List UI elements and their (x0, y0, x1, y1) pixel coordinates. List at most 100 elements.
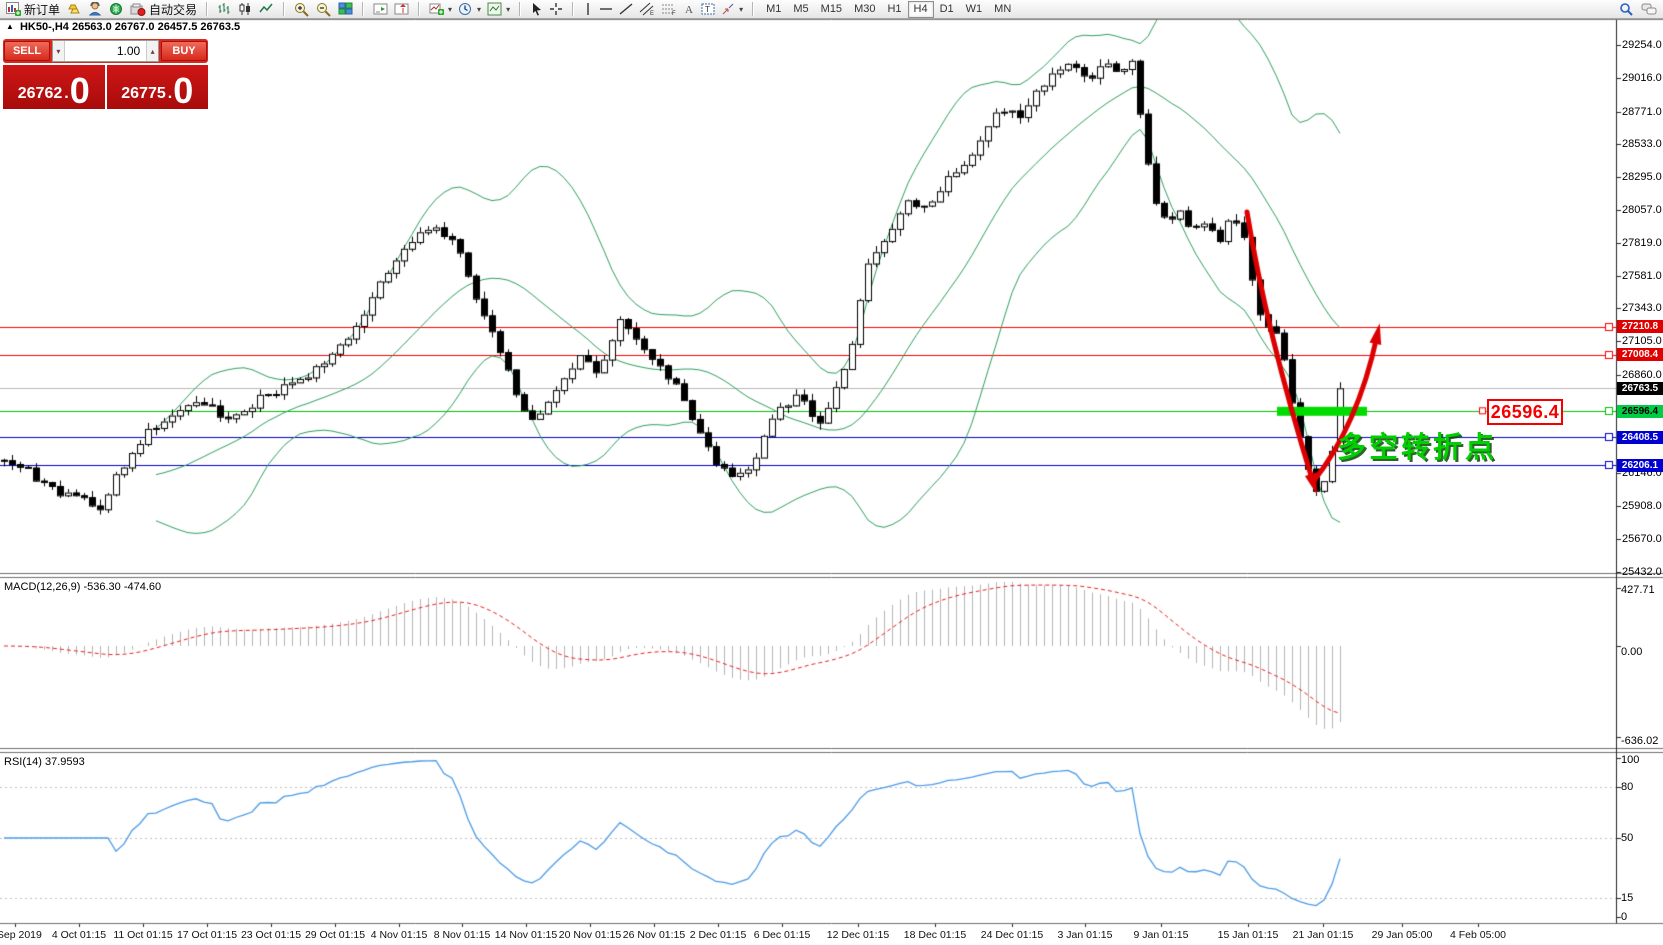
toolbar-separator (519, 2, 522, 16)
new-order-icon (6, 2, 21, 16)
timeframe-h1[interactable]: H1 (887, 2, 902, 15)
candlestick-chart-button[interactable] (235, 1, 256, 17)
line-chart-icon (259, 3, 273, 13)
rsi-axis-label: 80 (1621, 781, 1634, 793)
price-axis-tick: 25670.0 (1622, 532, 1662, 545)
template-icon (487, 2, 502, 16)
timeframe-mn[interactable]: MN (994, 2, 1012, 15)
zoom-in-button[interactable] (291, 1, 313, 17)
timeframe-w1[interactable]: W1 (965, 2, 983, 15)
timeframe-d1[interactable]: D1 (939, 2, 954, 15)
time-axis-label: 12 Dec 01:15 (826, 929, 890, 941)
fibonacci-button[interactable]: F (658, 1, 680, 17)
period-button[interactable]: ▾ (455, 1, 484, 17)
time-axis-label: 4 Nov 01:15 (370, 929, 428, 941)
macd-axis-label: -636.02 (1621, 735, 1659, 747)
auto-scroll-button[interactable] (370, 1, 391, 17)
volume-increase-button[interactable]: ▴ (146, 41, 158, 61)
time-axis-label: 17 Oct 01:15 (176, 929, 238, 941)
bar-chart-button[interactable] (214, 1, 235, 17)
gold-button[interactable] (63, 1, 85, 17)
time-axis-label: 20 Nov 01:15 (558, 929, 622, 941)
price-axis-tick: 28771.0 (1622, 105, 1662, 118)
trade-panel-prices-row: 26762. 0 26775. 0 (3, 65, 208, 109)
time-axis-label: 6 Dec 01:15 (753, 929, 811, 941)
macd-axis-label: 427.71 (1621, 584, 1655, 597)
chart-shift-icon (394, 3, 409, 15)
timeframe-m1[interactable]: M1 (766, 2, 782, 15)
shapes-button[interactable]: ▾ (718, 1, 746, 17)
vertical-line-button[interactable] (580, 1, 596, 17)
shapes-caret: ▾ (739, 4, 744, 14)
sell-price-display: 26762. 0 (3, 65, 105, 109)
tile-windows-button[interactable] (335, 1, 356, 17)
time-axis-label: 24 Dec 01:15 (980, 929, 1044, 941)
new-order-button[interactable]: 新订单 (3, 1, 63, 17)
sell-button[interactable]: SELL (4, 41, 50, 61)
ohlc-values: 26563.0 26767.0 26457.5 26763.5 (71, 21, 241, 33)
time-axis-label: 9 Jan 01:15 (1133, 929, 1189, 941)
volume-decrease-button[interactable]: ▾ (53, 41, 65, 61)
price-axis-tick: 28533.0 (1622, 138, 1662, 151)
buy-price-pip: 0 (173, 70, 194, 111)
time-axis-label: 18 Dec 01:15 (903, 929, 967, 941)
price-axis-tick: 27819.0 (1622, 236, 1662, 249)
volume-input[interactable] (64, 41, 147, 61)
vertical-line-icon (587, 3, 589, 15)
timeframe-h4[interactable]: H4 (907, 0, 934, 18)
add-indicator-icon (429, 3, 445, 15)
horizontal-line-icon (600, 8, 613, 10)
time-axis-label: 2 Dec 01:15 (689, 929, 747, 941)
trade-panel-buttons-row: SELL ▾ ▴ BUY (3, 39, 208, 63)
time-axis-label: 23 Oct 01:15 (240, 929, 302, 941)
time-axis-label: 7 Sep 2019 (0, 929, 42, 941)
autotrade-button[interactable]: 自动交易 (127, 1, 200, 17)
time-axis-label: 8 Nov 01:15 (433, 929, 491, 941)
chart-shift-button[interactable] (391, 1, 412, 17)
rsi-value: 37.9593 (44, 756, 85, 768)
toolbar-separator (752, 2, 755, 16)
chat-icon[interactable] (1641, 3, 1657, 16)
zoom-in-icon (295, 2, 309, 17)
text-icon: A (685, 4, 693, 16)
buy-price-main: 26775 (121, 85, 166, 102)
horizontal-line-button[interactable] (596, 1, 616, 17)
price-axis-tick: 27343.0 (1622, 302, 1662, 315)
time-axis-label: 4 Oct 01:15 (51, 929, 107, 941)
new-order-label: 新订单 (24, 2, 61, 17)
channel-button[interactable]: E (636, 1, 658, 17)
shapes-arrows-icon (722, 3, 734, 15)
price-axis-tick: 28295.0 (1622, 171, 1662, 184)
template-button[interactable]: ▾ (484, 1, 513, 17)
rsi-label: RSI(14) 37.9593 (4, 756, 85, 768)
timeframe-m15[interactable]: M15 (820, 2, 843, 15)
text-button[interactable]: A (680, 1, 698, 17)
svg-text:A: A (685, 4, 693, 16)
trendline-button[interactable] (616, 1, 636, 17)
zoom-out-button[interactable] (313, 1, 335, 17)
main-toolbar: 新订单 自动交易 (0, 0, 1663, 19)
buy-button[interactable]: BUY (161, 41, 207, 61)
text-label-button[interactable]: T (698, 1, 718, 17)
clock-icon (459, 3, 472, 15)
add-indicator-button[interactable]: ▾ (426, 1, 455, 17)
line-chart-button[interactable] (256, 1, 277, 17)
price-axis-tick: 28057.0 (1622, 203, 1662, 216)
timeframe-m5[interactable]: M5 (793, 2, 809, 15)
toolbar-separator (418, 2, 421, 16)
news-button[interactable] (106, 1, 127, 17)
support-button[interactable] (85, 1, 106, 17)
fibonacci-icon: F (662, 4, 676, 16)
price-level-label[interactable]: 26596.4 (1487, 399, 1563, 425)
svg-text:F: F (672, 11, 676, 16)
price-axis-badge: 27008.4 (1617, 348, 1663, 362)
cursor-button[interactable] (527, 1, 546, 17)
time-axis-label: 29 Oct 01:15 (304, 929, 366, 941)
crosshair-button[interactable] (546, 1, 566, 17)
timeframe-m30[interactable]: M30 (854, 2, 876, 15)
toolbar-separator (572, 2, 575, 16)
search-icon[interactable] (1619, 2, 1633, 16)
turning-point-annotation[interactable]: 多空转折点 (1337, 432, 1498, 464)
price-axis-tick: 25908.0 (1622, 500, 1662, 513)
